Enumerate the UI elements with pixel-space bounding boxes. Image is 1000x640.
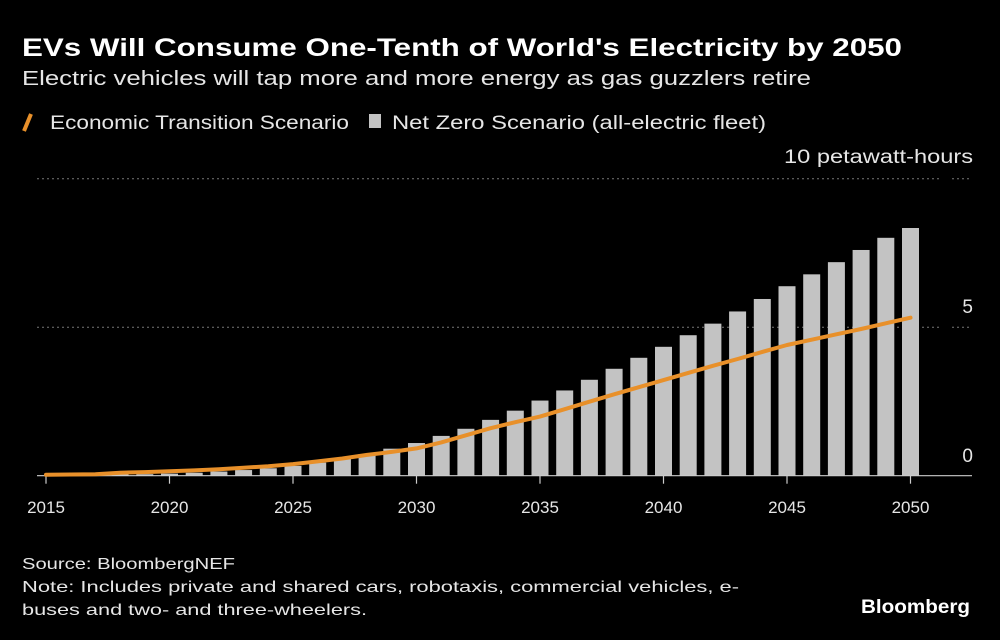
bar-2025 — [284, 465, 302, 476]
bar-2023 — [235, 470, 253, 476]
x-tick-label-2015: 2015 — [27, 498, 65, 517]
bar-2043 — [729, 311, 747, 476]
x-tick-label-2045: 2045 — [768, 498, 806, 517]
x-tick-label-2025: 2025 — [274, 498, 312, 517]
bar-2035 — [531, 400, 549, 476]
bar-2030 — [408, 443, 425, 476]
y-tick-label-5: 5 — [962, 297, 973, 318]
bar-2044 — [753, 298, 771, 476]
bar-2042 — [704, 323, 722, 476]
y-axis-unit-label: 10 petawatt-hours — [784, 147, 973, 168]
bar-2024 — [259, 468, 277, 476]
bar-2047 — [827, 262, 845, 476]
x-tick-label-2020: 2020 — [151, 498, 189, 517]
y-tick-label-0: 0 — [962, 446, 973, 467]
bar-2032 — [457, 428, 475, 476]
economic-transition-line — [44, 315, 913, 477]
bar-2029 — [383, 448, 401, 476]
x-tick-label-2035: 2035 — [521, 498, 559, 517]
x-tick-label-2050: 2050 — [892, 498, 930, 517]
bar-2038 — [605, 368, 623, 476]
chart-subtitle: Electric vehicles will tap more and more… — [22, 68, 811, 90]
bar-2019 — [136, 474, 154, 476]
bar-2020 — [161, 473, 178, 476]
bar-2028 — [358, 454, 376, 476]
x-tick-label-2040: 2040 — [645, 498, 683, 517]
chart-title: EVs Will Consume One-Tenth of World's El… — [22, 34, 902, 62]
bar-2026 — [309, 462, 327, 476]
legend-bar-swatch-icon — [369, 114, 381, 128]
bar-2037 — [580, 379, 598, 476]
bar-2048 — [852, 249, 870, 476]
bar-2039 — [630, 357, 648, 476]
source-note: Source: BloombergNEF — [22, 556, 235, 573]
bar-2050 — [902, 228, 919, 476]
bar-2041 — [679, 335, 697, 476]
legend-label-net-zero: Net Zero Scenario (all-electric fleet) — [392, 113, 766, 134]
legend-label-economic-transition: Economic Transition Scenario — [50, 113, 349, 134]
bar-2049 — [877, 237, 895, 476]
bar-2027 — [333, 458, 351, 476]
bar-2033 — [482, 419, 500, 476]
x-tick-label-2030: 2030 — [398, 498, 436, 517]
bar-2036 — [556, 390, 574, 476]
bar-2022 — [210, 471, 228, 476]
legend-line-swatch-icon — [22, 113, 33, 132]
bloomberg-logo: Bloomberg — [861, 597, 970, 618]
legend: Economic Transition Scenario Net Zero Sc… — [22, 113, 766, 134]
bar-2045 — [778, 286, 796, 476]
footnote-line-1: Note: Includes private and shared cars, … — [22, 579, 739, 596]
footnote-line-2: buses and two- and three-wheelers. — [22, 602, 367, 619]
bar-2021 — [185, 472, 203, 476]
bar-2034 — [506, 410, 524, 476]
bar-2031 — [432, 435, 450, 476]
bar-2046 — [803, 274, 821, 476]
bar-2040 — [655, 346, 672, 476]
